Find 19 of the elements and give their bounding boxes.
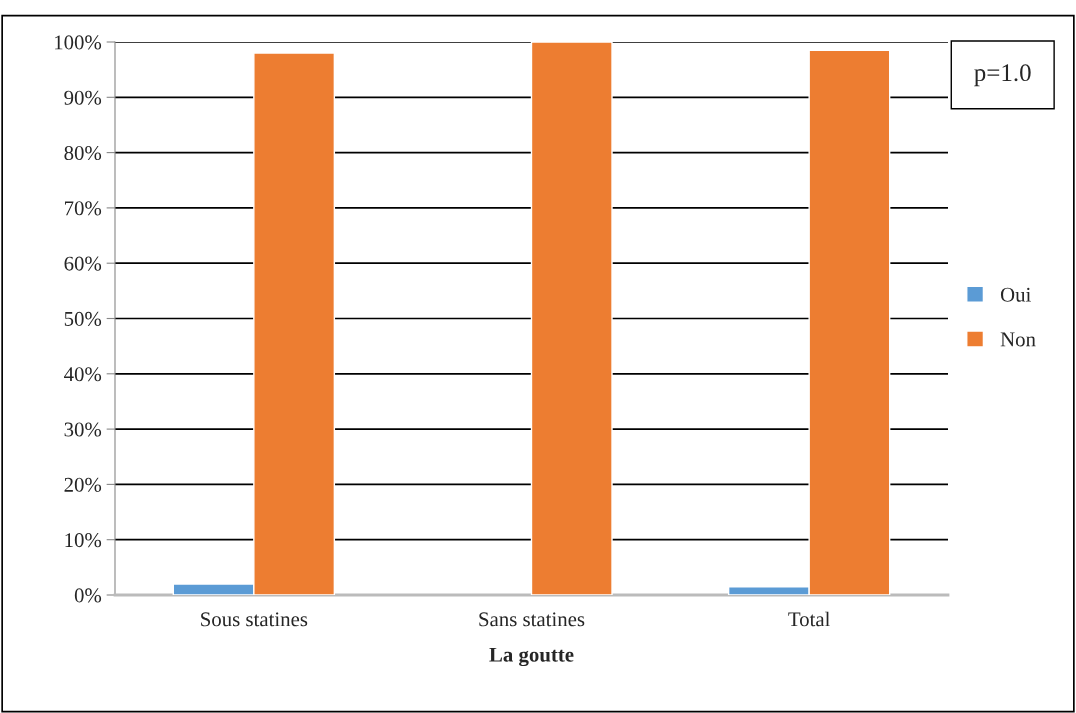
text: p=1.0 [974, 64, 1031, 87]
y-tick-label: 0% [74, 588, 102, 603]
y-tick-label: 20% [64, 477, 102, 492]
y-tick-label: 80% [64, 145, 102, 161]
y-tick-label: 50% [64, 311, 102, 326]
x-axis-title: La goutte [489, 647, 574, 667]
x-tick-label: Total [788, 611, 830, 627]
y-tick-label: 100% [55, 35, 102, 50]
legend-label: Non [1000, 332, 1036, 347]
bar [530, 42, 613, 595]
y-tick-label: 30% [64, 422, 102, 437]
y-tick-label: 10% [65, 533, 102, 548]
y-tick-label: 90% [64, 90, 102, 105]
x-tick-label: Sans statines [479, 612, 585, 627]
y-tick-label: 40% [64, 367, 102, 382]
x-tick-label: Sous statines [201, 612, 308, 627]
legend-label: Oui [1000, 287, 1031, 302]
y-tick-label: 70% [64, 201, 102, 216]
y-tick-label: 60% [64, 256, 102, 271]
